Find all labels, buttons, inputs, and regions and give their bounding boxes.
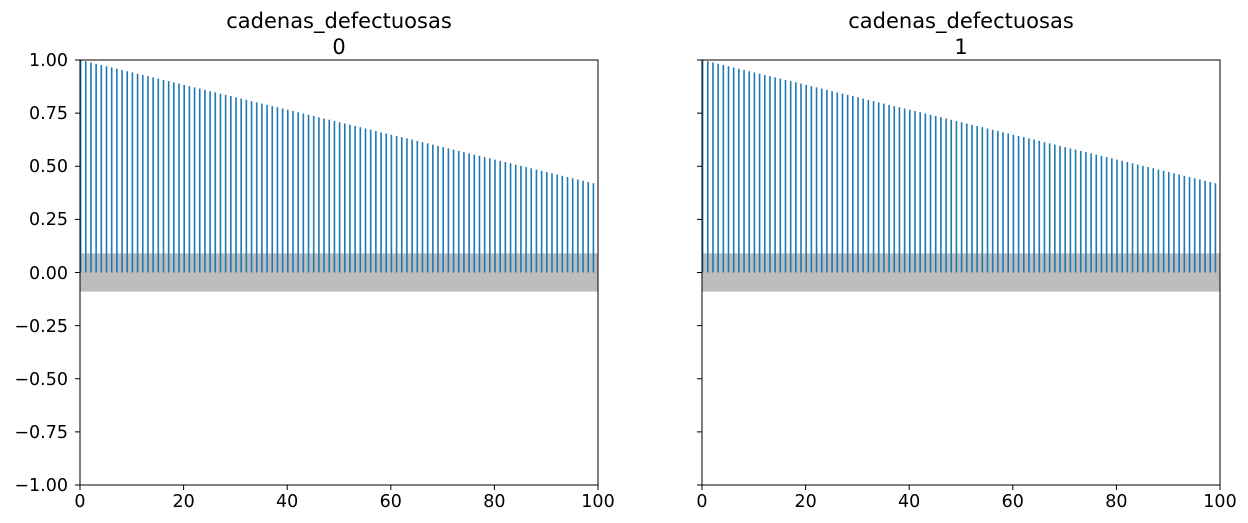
panel-0-subtitle: 0 xyxy=(332,35,345,59)
panel-1-title: cadenas_defectuosas xyxy=(848,9,1074,34)
x-tick-label: 20 xyxy=(172,492,194,512)
x-tick-label: 0 xyxy=(696,492,707,512)
y-tick-marks xyxy=(75,59,80,486)
panel-1-subtitle: 1 xyxy=(954,35,967,59)
panel-0: cadenas_defectuosas 0 1.00 0.75 0.50 0.2… xyxy=(14,9,614,512)
x-tick-label: 100 xyxy=(1203,492,1236,512)
x-tick-marks xyxy=(701,485,1221,490)
y-tick-label: −0.75 xyxy=(14,423,68,443)
y-tick-label: −1.00 xyxy=(14,476,68,496)
y-tick-marks xyxy=(697,59,702,486)
x-tick-label: 60 xyxy=(380,492,402,512)
x-tick-label: 80 xyxy=(1105,492,1127,512)
y-tick-label: 0.75 xyxy=(29,104,68,124)
y-tick-label: 0.25 xyxy=(29,210,68,230)
x-axis: 0 20 40 60 80 100 xyxy=(74,485,615,512)
y-tick-label: 1.00 xyxy=(29,51,68,71)
panel-0-title: cadenas_defectuosas xyxy=(226,9,452,34)
y-axis xyxy=(697,59,702,486)
x-tick-label: 80 xyxy=(483,492,505,512)
x-tick-label: 100 xyxy=(581,492,614,512)
y-tick-label: −0.25 xyxy=(14,317,68,337)
x-tick-label: 60 xyxy=(1002,492,1024,512)
panel-1: cadenas_defectuosas 1 0 20 40 60 80 100 xyxy=(696,9,1236,512)
x-tick-label: 40 xyxy=(898,492,920,512)
x-tick-label: 40 xyxy=(276,492,298,512)
acf-stems xyxy=(701,60,1217,273)
y-tick-label: 0.50 xyxy=(29,157,68,177)
x-tick-label: 0 xyxy=(74,492,85,512)
y-axis: 1.00 0.75 0.50 0.25 0.00 −0.25 −0.50 −0.… xyxy=(14,51,80,496)
y-tick-label: −0.50 xyxy=(14,370,68,390)
y-tick-label: 0.00 xyxy=(29,264,68,284)
x-axis: 0 20 40 60 80 100 xyxy=(696,485,1237,512)
acf-stems xyxy=(79,60,595,273)
x-tick-label: 20 xyxy=(794,492,816,512)
x-tick-marks xyxy=(79,485,599,490)
